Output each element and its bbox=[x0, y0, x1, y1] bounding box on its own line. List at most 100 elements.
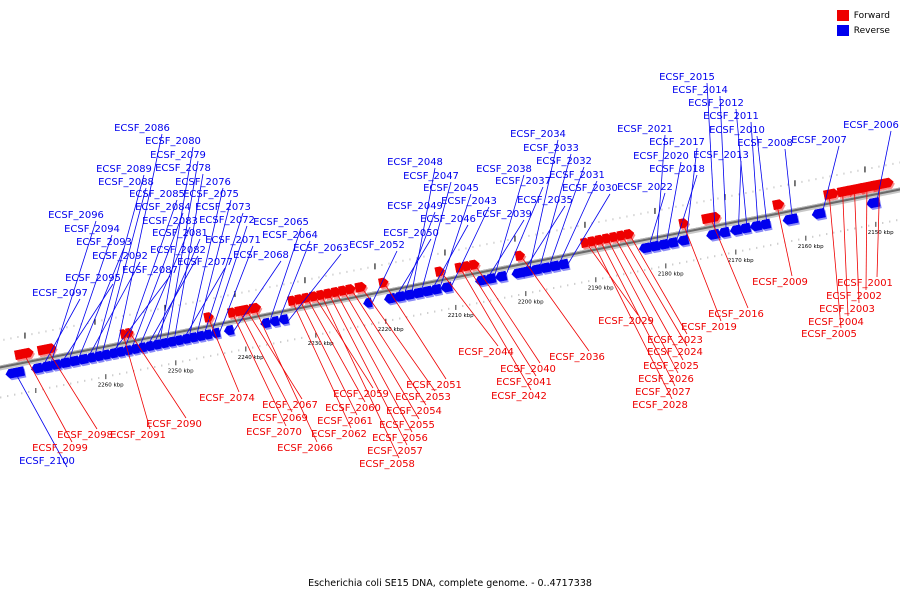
gene-label-ecsf-2068[interactable]: ECSF_2068 bbox=[233, 250, 289, 261]
gene-label-ecsf-2015[interactable]: ECSF_2015 bbox=[659, 72, 715, 83]
gene-feature[interactable] bbox=[811, 207, 826, 220]
gene-label-ecsf-2009[interactable]: ECSF_2009 bbox=[752, 277, 808, 288]
gene-label-ecsf-2060[interactable]: ECSF_2060 bbox=[325, 403, 381, 414]
gene-label-ecsf-2038[interactable]: ECSF_2038 bbox=[476, 164, 532, 175]
gene-label-ecsf-2079[interactable]: ECSF_2079 bbox=[150, 150, 206, 161]
gene-feature[interactable] bbox=[511, 267, 524, 279]
gene-label-ecsf-2080[interactable]: ECSF_2080 bbox=[145, 136, 201, 147]
gene-label-ecsf-2069[interactable]: ECSF_2069 bbox=[252, 413, 308, 424]
gene-label-ecsf-2081[interactable]: ECSF_2081 bbox=[152, 228, 208, 239]
gene-label-ecsf-2012[interactable]: ECSF_2012 bbox=[688, 98, 744, 109]
gene-label-ecsf-2093[interactable]: ECSF_2093 bbox=[76, 237, 132, 248]
gene-label-ecsf-2053[interactable]: ECSF_2053 bbox=[395, 392, 451, 403]
gene-feature[interactable] bbox=[717, 226, 731, 238]
gene-label-ecsf-2022[interactable]: ECSF_2022 bbox=[617, 182, 673, 193]
gene-label-ecsf-2016[interactable]: ECSF_2016 bbox=[708, 309, 764, 320]
gene-label-ecsf-2082[interactable]: ECSF_2082 bbox=[150, 245, 206, 256]
gene-label-ecsf-2089[interactable]: ECSF_2089 bbox=[96, 164, 152, 175]
gene-label-ecsf-2090[interactable]: ECSF_2090 bbox=[146, 419, 202, 430]
gene-label-ecsf-2067[interactable]: ECSF_2067 bbox=[262, 400, 318, 411]
gene-label-ecsf-2071[interactable]: ECSF_2071 bbox=[205, 235, 261, 246]
gene-label-ecsf-2019[interactable]: ECSF_2019 bbox=[681, 322, 737, 333]
gene-label-ecsf-2084[interactable]: ECSF_2084 bbox=[135, 202, 191, 213]
gene-label-ecsf-2072[interactable]: ECSF_2072 bbox=[199, 215, 255, 226]
gene-label-ecsf-2027[interactable]: ECSF_2027 bbox=[635, 387, 691, 398]
gene-label-ecsf-2064[interactable]: ECSF_2064 bbox=[262, 230, 318, 241]
gene-label-ecsf-2050[interactable]: ECSF_2050 bbox=[383, 228, 439, 239]
gene-label-ecsf-2018[interactable]: ECSF_2018 bbox=[649, 164, 705, 175]
gene-label-ecsf-2058[interactable]: ECSF_2058 bbox=[359, 459, 415, 470]
gene-label-ecsf-2085[interactable]: ECSF_2085 bbox=[129, 189, 185, 200]
gene-label-ecsf-2077[interactable]: ECSF_2077 bbox=[177, 257, 233, 268]
gene-label-ecsf-2086[interactable]: ECSF_2086 bbox=[114, 123, 170, 134]
gene-label-ecsf-2008[interactable]: ECSF_2008 bbox=[737, 138, 793, 149]
gene-label-ecsf-2094[interactable]: ECSF_2094 bbox=[64, 224, 120, 235]
gene-feature[interactable] bbox=[434, 266, 446, 277]
gene-label-ecsf-2062[interactable]: ECSF_2062 bbox=[311, 429, 367, 440]
gene-label-ecsf-2076[interactable]: ECSF_2076 bbox=[175, 177, 231, 188]
gene-feature[interactable] bbox=[5, 366, 26, 379]
gene-label-ecsf-2041[interactable]: ECSF_2041 bbox=[496, 377, 552, 388]
gene-label-ecsf-2026[interactable]: ECSF_2026 bbox=[638, 374, 694, 385]
gene-label-ecsf-2029[interactable]: ECSF_2029 bbox=[598, 316, 654, 327]
gene-label-ecsf-2065[interactable]: ECSF_2065 bbox=[253, 217, 309, 228]
gene-label-ecsf-2002[interactable]: ECSF_2002 bbox=[826, 291, 882, 302]
gene-feature[interactable] bbox=[36, 343, 57, 356]
gene-feature[interactable] bbox=[772, 199, 785, 211]
gene-label-ecsf-2014[interactable]: ECSF_2014 bbox=[672, 85, 728, 96]
gene-label-ecsf-2007[interactable]: ECSF_2007 bbox=[791, 135, 847, 146]
gene-label-ecsf-2034[interactable]: ECSF_2034 bbox=[510, 129, 566, 140]
gene-label-ecsf-2023[interactable]: ECSF_2023 bbox=[647, 335, 703, 346]
gene-label-ecsf-2048[interactable]: ECSF_2048 bbox=[387, 157, 443, 168]
gene-label-ecsf-2046[interactable]: ECSF_2046 bbox=[420, 214, 476, 225]
gene-label-ecsf-2070[interactable]: ECSF_2070 bbox=[246, 427, 302, 438]
gene-label-ecsf-2005[interactable]: ECSF_2005 bbox=[801, 329, 857, 340]
gene-label-ecsf-2032[interactable]: ECSF_2032 bbox=[536, 156, 592, 167]
gene-label-ecsf-2040[interactable]: ECSF_2040 bbox=[500, 364, 556, 375]
gene-label-ecsf-2011[interactable]: ECSF_2011 bbox=[703, 111, 759, 122]
gene-label-ecsf-2074[interactable]: ECSF_2074 bbox=[199, 393, 255, 404]
gene-label-ecsf-2083[interactable]: ECSF_2083 bbox=[142, 216, 198, 227]
gene-label-ecsf-2047[interactable]: ECSF_2047 bbox=[403, 171, 459, 182]
gene-feature[interactable] bbox=[782, 213, 799, 225]
gene-label-ecsf-2075[interactable]: ECSF_2075 bbox=[183, 189, 239, 200]
gene-label-ecsf-2025[interactable]: ECSF_2025 bbox=[643, 361, 699, 372]
gene-label-ecsf-2100[interactable]: ECSF_2100 bbox=[19, 456, 75, 467]
gene-label-ecsf-2006[interactable]: ECSF_2006 bbox=[843, 120, 899, 131]
gene-label-ecsf-2049[interactable]: ECSF_2049 bbox=[387, 201, 443, 212]
gene-label-ecsf-2030[interactable]: ECSF_2030 bbox=[562, 183, 618, 194]
gene-label-ecsf-2078[interactable]: ECSF_2078 bbox=[155, 163, 211, 174]
gene-label-ecsf-2003[interactable]: ECSF_2003 bbox=[819, 304, 875, 315]
gene-label-ecsf-2042[interactable]: ECSF_2042 bbox=[491, 391, 547, 402]
gene-label-ecsf-2091[interactable]: ECSF_2091 bbox=[110, 430, 166, 441]
gene-label-ecsf-2096[interactable]: ECSF_2096 bbox=[48, 210, 104, 221]
gene-label-ecsf-2035[interactable]: ECSF_2035 bbox=[517, 195, 573, 206]
gene-label-ecsf-2073[interactable]: ECSF_2073 bbox=[195, 202, 251, 213]
gene-feature[interactable] bbox=[269, 315, 280, 327]
gene-label-ecsf-2066[interactable]: ECSF_2066 bbox=[277, 443, 333, 454]
gene-label-ecsf-2063[interactable]: ECSF_2063 bbox=[293, 243, 349, 254]
gene-label-ecsf-2043[interactable]: ECSF_2043 bbox=[441, 196, 497, 207]
gene-label-ecsf-2088[interactable]: ECSF_2088 bbox=[98, 177, 154, 188]
gene-label-ecsf-2036[interactable]: ECSF_2036 bbox=[549, 352, 605, 363]
gene-label-ecsf-2045[interactable]: ECSF_2045 bbox=[423, 183, 479, 194]
gene-label-ecsf-2004[interactable]: ECSF_2004 bbox=[808, 317, 864, 328]
gene-label-ecsf-2013[interactable]: ECSF_2013 bbox=[693, 150, 749, 161]
gene-label-ecsf-2059[interactable]: ECSF_2059 bbox=[333, 389, 389, 400]
gene-label-ecsf-2033[interactable]: ECSF_2033 bbox=[523, 143, 579, 154]
gene-label-ecsf-2061[interactable]: ECSF_2061 bbox=[317, 416, 373, 427]
gene-label-ecsf-2031[interactable]: ECSF_2031 bbox=[549, 170, 605, 181]
gene-label-ecsf-2020[interactable]: ECSF_2020 bbox=[633, 151, 689, 162]
gene-label-ecsf-2017[interactable]: ECSF_2017 bbox=[649, 137, 705, 148]
gene-feature[interactable] bbox=[223, 324, 235, 336]
gene-label-ecsf-2095[interactable]: ECSF_2095 bbox=[65, 273, 121, 284]
gene-label-ecsf-2099[interactable]: ECSF_2099 bbox=[32, 443, 88, 454]
gene-feature[interactable] bbox=[706, 228, 721, 240]
gene-label-ecsf-2052[interactable]: ECSF_2052 bbox=[349, 240, 405, 251]
gene-label-ecsf-2010[interactable]: ECSF_2010 bbox=[709, 125, 765, 136]
gene-label-ecsf-2044[interactable]: ECSF_2044 bbox=[458, 347, 514, 358]
gene-label-ecsf-2028[interactable]: ECSF_2028 bbox=[632, 400, 688, 411]
gene-label-ecsf-2056[interactable]: ECSF_2056 bbox=[372, 433, 428, 444]
gene-label-ecsf-2021[interactable]: ECSF_2021 bbox=[617, 124, 673, 135]
gene-feature[interactable] bbox=[749, 220, 763, 232]
